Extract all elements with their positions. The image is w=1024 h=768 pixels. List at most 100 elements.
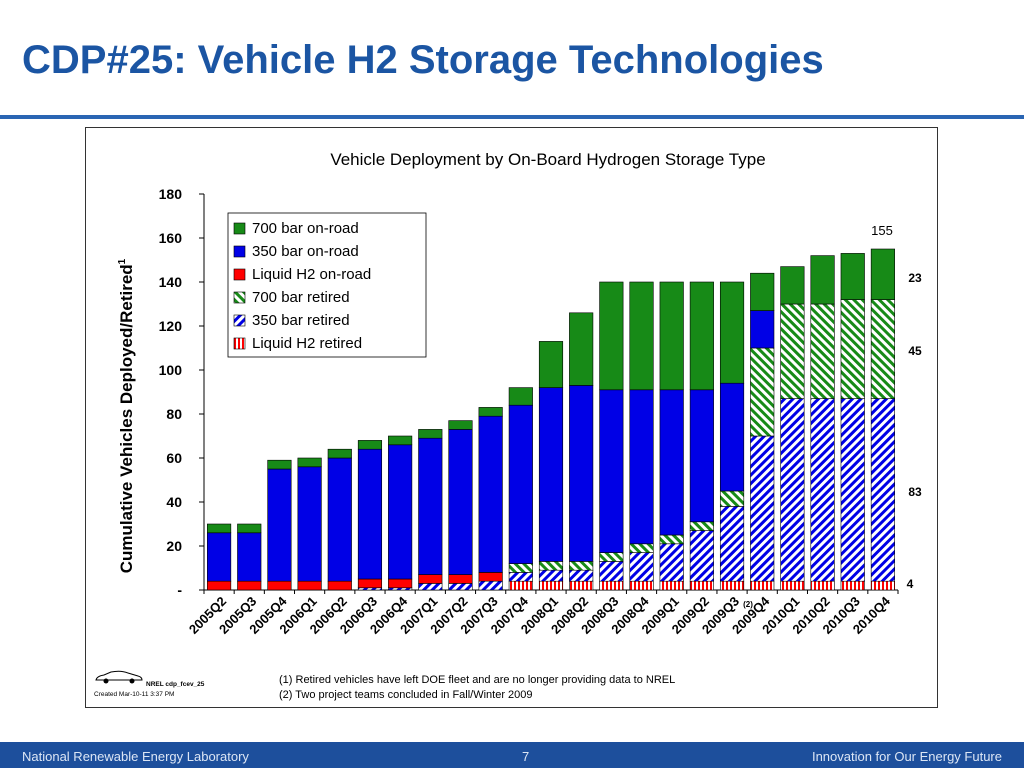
chart-title: Vehicle Deployment by On-Board Hydrogen … <box>330 150 765 169</box>
stacked-bar-chart: Vehicle Deployment by On-Board Hydrogen … <box>117 150 922 637</box>
bar-liquid-h2-retired-2008q1 <box>538 580 564 591</box>
bar-700-bar-on-road-2007q3 <box>478 407 503 417</box>
legend-label: Liquid H2 retired <box>252 335 362 352</box>
bar-350-bar-retired-2010q3 <box>840 398 865 582</box>
legend-swatch <box>233 291 246 304</box>
bar-liquid-h2-retired-2010q2 <box>810 580 835 591</box>
bar-350-bar-on-road-2006q2 <box>327 457 352 582</box>
bar-liquid-h2-retired-2009q2 <box>689 580 714 591</box>
bar-700-bar-on-road-2009q3 <box>719 281 745 384</box>
footnote-1: (1) Retired vehicles have left DOE fleet… <box>279 674 676 686</box>
bar-350-bar-on-road-2009q4 <box>750 310 775 349</box>
legend-label: 350 bar retired <box>252 312 350 329</box>
bar-700-bar-retired-2009q1 <box>659 534 684 545</box>
title-divider <box>0 115 1024 119</box>
bar-350-bar-on-road-2005q3 <box>237 532 262 582</box>
bar-350-bar-retired-2007q2 <box>448 583 473 591</box>
segment-label-liquid-retired: 4 <box>907 577 914 591</box>
bar-700-bar-on-road-2009q4 <box>750 272 775 311</box>
chart-created-stamp: Created Mar-10-11 3:37 PM <box>94 691 175 698</box>
bar-liquid-h2-on-road-2007q1 <box>418 574 443 584</box>
bar-liquid-h2-on-road-2006q3 <box>357 578 383 589</box>
axes: - 20 40 60 80 100 120 140 160 180 <box>159 186 899 598</box>
bar-700-bar-on-road-2005q2 <box>207 523 232 534</box>
legend: 700 bar on-road 350 bar on-road Liquid H2 … <box>227 212 427 358</box>
bar-350-bar-retired-2006q4 <box>388 587 413 591</box>
bar-liquid-h2-retired-2009q1 <box>659 580 684 591</box>
y-tick-label: 180 <box>159 186 183 202</box>
bar-350-bar-on-road-2009q3 <box>719 382 745 492</box>
bar-350-bar-retired-2007q1 <box>418 583 443 591</box>
bar-700-bar-on-road-2010q1 <box>780 266 805 305</box>
bar-liquid-h2-retired-2010q3 <box>840 580 865 591</box>
bar-350-bar-retired-2009q4 <box>750 435 775 582</box>
bar-700-bar-on-road-2008q4 <box>629 281 654 391</box>
bar-350-bar-retired-2009q2 <box>689 530 714 582</box>
bar-700-bar-retired-2009q2 <box>689 521 714 531</box>
segment-label-700-on-road: 23 <box>908 271 922 285</box>
bar-350-bar-on-road-2007q2 <box>448 429 473 575</box>
bar-700-bar-on-road-2006q4 <box>388 435 413 446</box>
bar-700-bar-retired-2009q4 <box>750 347 775 437</box>
bar-350-bar-retired-2006q3 <box>357 587 383 591</box>
bar-350-bar-on-road-2005q2 <box>207 532 232 582</box>
slide-footer: National Renewable Energy Laboratory 7 I… <box>0 742 1024 768</box>
bar-350-bar-on-road-2007q3 <box>478 415 503 573</box>
bar-350-bar-retired-2008q4 <box>629 552 654 582</box>
y-tick-label: 160 <box>159 230 183 246</box>
bar-liquid-h2-on-road-2006q1 <box>297 580 322 591</box>
y-tick-label: 100 <box>159 362 183 378</box>
chart-frame: Vehicle Deployment by On-Board Hydrogen … <box>85 127 938 708</box>
bar-700-bar-on-road-2007q2 <box>448 420 473 430</box>
bar-liquid-h2-retired-2009q4 <box>750 580 775 591</box>
bar-350-bar-on-road-2006q3 <box>357 448 383 580</box>
bar-350-bar-retired-2007q3 <box>478 580 503 591</box>
slide-title: CDP#25: Vehicle H2 Storage Technologies <box>22 38 824 82</box>
bar-700-bar-retired-2010q4 <box>870 299 895 399</box>
legend-swatch <box>233 222 246 235</box>
segment-label-700-retired: 45 <box>908 344 922 358</box>
bar-700-bar-on-road-2008q3 <box>599 281 624 391</box>
bar-liquid-h2-on-road-2007q2 <box>448 574 473 584</box>
bar-liquid-h2-on-road-2005q2 <box>207 580 232 591</box>
bar-350-bar-on-road-2005q4 <box>267 468 292 582</box>
note-marker-2009q4: (2) <box>743 600 753 609</box>
bar-350-bar-retired-2008q2 <box>569 569 594 582</box>
y-tick-label: 140 <box>159 274 183 290</box>
bar-700-bar-on-road-2010q2 <box>810 255 835 305</box>
bar-700-bar-on-road-2009q1 <box>659 281 684 391</box>
bar-350-bar-on-road-2007q4 <box>508 404 533 564</box>
bar-700-bar-on-road-2006q2 <box>327 448 352 459</box>
bar-350-bar-on-road-2008q1 <box>538 387 564 562</box>
bar-350-bar-retired-2010q2 <box>810 398 835 582</box>
bar-700-bar-retired-2007q4 <box>508 563 533 573</box>
page-number: 7 <box>522 749 530 764</box>
bar-350-bar-retired-2009q1 <box>659 543 684 582</box>
bar-liquid-h2-retired-2008q3 <box>599 580 624 591</box>
legend-label: 700 bar retired <box>252 289 350 306</box>
bar-700-bar-on-road-2006q1 <box>297 457 322 468</box>
y-tick-label: 40 <box>166 494 182 510</box>
bar-700-bar-retired-2008q4 <box>629 543 654 553</box>
bar-350-bar-on-road-2009q1 <box>659 389 684 536</box>
bar-700-bar-retired-2008q1 <box>538 561 564 571</box>
bar-liquid-h2-retired-2010q1 <box>780 580 805 591</box>
annotations: 155 23 45 83 4 (2) <box>743 223 922 609</box>
legend-label: 350 bar on-road <box>252 243 359 260</box>
bar-700-bar-on-road-2010q4 <box>870 248 895 300</box>
bar-liquid-h2-retired-2007q4 <box>508 580 533 591</box>
bar-liquid-h2-retired-2008q4 <box>629 580 654 591</box>
y-tick-label: 120 <box>159 318 183 334</box>
legend-swatch <box>233 245 246 258</box>
bar-700-bar-on-road-2005q4 <box>267 459 292 470</box>
legend-label: Liquid H2 on-road <box>252 266 371 283</box>
bar-700-bar-on-road-2006q3 <box>357 440 383 450</box>
bar-350-bar-on-road-2009q2 <box>689 389 714 523</box>
bar-350-bar-retired-2010q4 <box>870 398 895 582</box>
y-tick-label: 80 <box>166 406 182 422</box>
legend-swatch <box>233 337 246 350</box>
footer-organization: National Renewable Energy Laboratory <box>22 749 249 764</box>
bar-liquid-h2-retired-2010q4 <box>870 580 895 591</box>
y-tick-label: 60 <box>166 450 182 466</box>
bar-700-bar-retired-2010q2 <box>810 303 835 399</box>
